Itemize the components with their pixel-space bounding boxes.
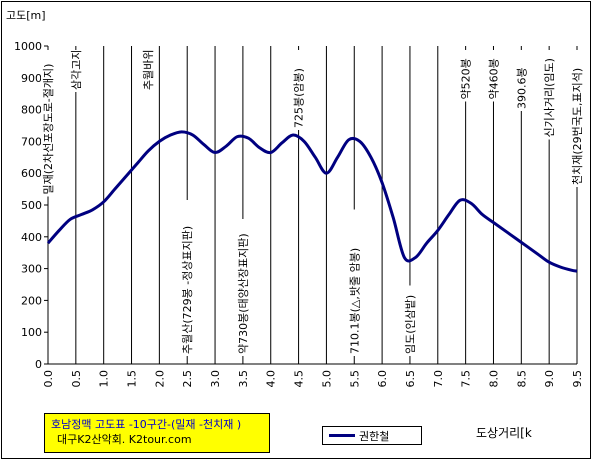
y-tick-label: 500 xyxy=(21,199,42,212)
x-tick-label: 6.5 xyxy=(404,370,417,388)
x-tick-label: 3.0 xyxy=(209,370,222,388)
y-axis-title: 고도[m] xyxy=(6,9,46,22)
annotation-bg xyxy=(514,50,529,111)
x-tick-label: 4.0 xyxy=(265,370,278,388)
annotation-label: 밀재(2차선포장도로-절개지) xyxy=(42,64,55,195)
x-tick-label: 1.5 xyxy=(126,370,139,388)
legend-label: 권한철 xyxy=(359,429,390,443)
series-line xyxy=(46,130,578,273)
legend: 권한철 xyxy=(322,426,422,445)
annotation-bg xyxy=(180,200,195,356)
x-tick-label: 2.5 xyxy=(181,370,194,388)
annotation-bg xyxy=(542,50,557,140)
annotation: 약460봉 xyxy=(486,50,501,102)
x-tick-label: 0.5 xyxy=(70,370,83,388)
annotation: 추월바위 xyxy=(141,50,156,92)
y-tick-label: 0 xyxy=(35,358,42,371)
annotation-bg xyxy=(41,50,55,197)
annotation-label: 천치재(29번국도,표지석) xyxy=(570,68,584,185)
annotation: 밀재(2차선포장도로-절개지) xyxy=(41,50,55,197)
x-tick-label: 5.5 xyxy=(348,370,361,388)
annotation: 신기사거리(임도) xyxy=(542,50,557,140)
annotation-label: 임도(인삼밭) xyxy=(404,295,417,354)
annotation-label: 약460봉 xyxy=(486,58,500,99)
y-tick-label: 700 xyxy=(21,135,42,148)
y-tick-labels: 0 100 200 300 400 500 600 700 800 900 1000 xyxy=(14,40,42,371)
chart-title-box: 호남정맥 고도표 -10구간-(밀재 -천치재 ) 대구K2산악회. K2tou… xyxy=(44,413,270,453)
x-tick-label: 8.0 xyxy=(487,370,500,388)
annotation: 710.1봉(△,밧줄 암봉) xyxy=(347,209,362,356)
annotation-bg xyxy=(347,209,362,356)
annotation: 390.6봉 xyxy=(514,50,529,111)
annotation-bg xyxy=(486,50,501,102)
y-tick-label: 800 xyxy=(21,104,42,117)
annotation: 추월산(729봉 -정상표지판) xyxy=(180,200,195,356)
annotation-label: 신기사거리(임도) xyxy=(543,58,556,137)
annotation-label: 추월산(729봉 -정상표지판) xyxy=(181,226,194,354)
x-tick-label: 5.0 xyxy=(320,370,333,388)
annotation: 삼각고지 xyxy=(68,50,83,92)
x-tick-label: 1.0 xyxy=(98,370,111,388)
annotation: 임도(인삼밭) xyxy=(402,285,417,356)
annotation-label: 710.1봉(△,밧줄 암봉) xyxy=(348,248,361,354)
annotation-label: 약730봉(태양산장표지판) xyxy=(236,233,250,354)
y-tick-label: 100 xyxy=(21,326,42,339)
annotation-label: 725봉(암봉) xyxy=(293,68,306,128)
x-tick-label: 4.5 xyxy=(293,370,306,388)
annotation: 725봉(암봉) xyxy=(291,50,306,130)
annotation-bg xyxy=(68,50,83,92)
x-tick-label: 9.5 xyxy=(571,370,584,388)
y-tick-label: 300 xyxy=(21,263,42,276)
x-tick-label: 7.0 xyxy=(432,370,445,388)
x-tick-label: 0.0 xyxy=(42,370,55,388)
annotation-label: 추월바위 xyxy=(142,50,155,90)
legend-swatch xyxy=(329,434,355,437)
chart-subtitle: 대구K2산악회. K2tour.com xyxy=(57,433,192,446)
y-tick-label: 600 xyxy=(21,167,42,180)
annotation-bg xyxy=(402,285,417,356)
x-tick-label: 8.5 xyxy=(515,370,528,388)
annotation: 약520봉 xyxy=(458,50,473,102)
annotation-bg xyxy=(458,50,473,102)
annotation-bg xyxy=(235,219,250,356)
x-tick-label: 2.0 xyxy=(153,370,166,388)
x-tick-labels: 0.0 0.5 1.0 1.5 2.0 2.5 3.0 3.5 4.0 4.5 5.0 5.5 6.0 6… xyxy=(42,370,584,388)
x-tick-label: 9.0 xyxy=(543,370,556,388)
annotation-label: 약520봉 xyxy=(459,58,473,99)
annotation: 약730봉(태양산장표지판) xyxy=(235,219,250,356)
x-axis-title: 도상거리[k xyxy=(476,426,532,440)
y-tick-label: 1000 xyxy=(14,40,42,53)
annotation-label: 삼각고지 xyxy=(70,50,83,90)
y-tick-label: 200 xyxy=(21,294,42,307)
y-tick-label: 400 xyxy=(21,231,42,244)
chart-title: 호남정맥 고도표 -10구간-(밀재 -천치재 ) xyxy=(51,418,242,431)
annotation: 천치재(29번국도,표지석) xyxy=(570,50,584,187)
x-tick-label: 7.5 xyxy=(460,370,473,388)
series-layer xyxy=(46,130,578,273)
annotation-bg xyxy=(570,50,584,187)
y-tick-label: 900 xyxy=(21,72,42,85)
annotation-bg xyxy=(141,50,156,92)
x-tick-label: 3.5 xyxy=(237,370,250,388)
annotation-bg xyxy=(291,50,306,130)
x-tick-label: 6.0 xyxy=(376,370,389,388)
annotation-label: 390.6봉 xyxy=(515,67,528,109)
